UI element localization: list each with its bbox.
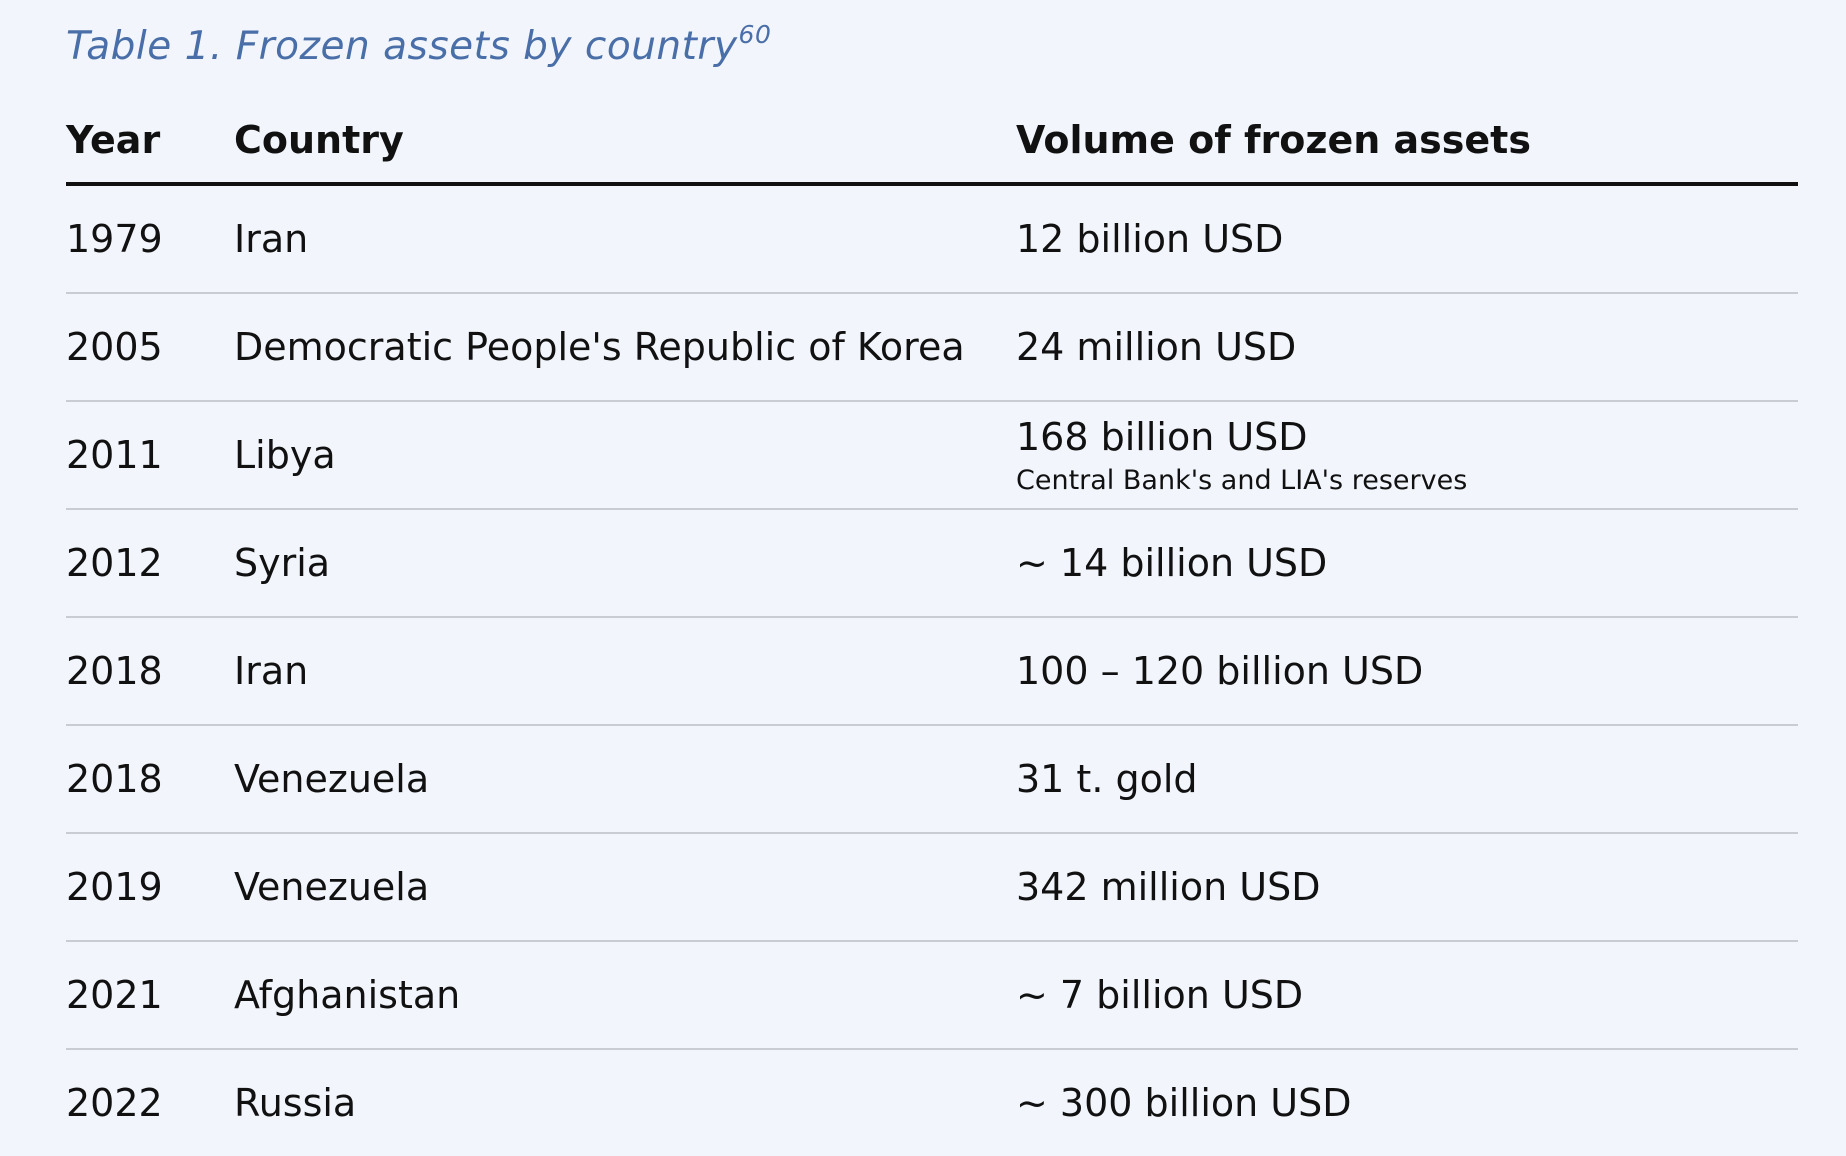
cell-year: 2021 — [66, 973, 163, 1017]
volume-value: 24 million USD — [1016, 325, 1297, 369]
cell-country: Libya — [234, 433, 336, 477]
cell-year: 2018 — [66, 757, 163, 801]
table-row: 2022 Russia ~ 300 billion USD — [66, 1050, 1798, 1156]
cell-volume: 342 million USD — [1016, 834, 1320, 940]
cell-volume: 31 t. gold — [1016, 726, 1198, 832]
table-caption: Table 1. Frozen assets by country60 — [66, 20, 772, 69]
cell-volume: 12 billion USD — [1016, 186, 1283, 292]
header-year: Year — [66, 118, 161, 162]
cell-volume: ~ 14 billion USD — [1016, 510, 1327, 616]
cell-volume: ~ 300 billion USD — [1016, 1050, 1352, 1156]
table-row: 2012 Syria ~ 14 billion USD — [66, 510, 1798, 618]
cell-year: 2018 — [66, 649, 163, 693]
volume-value: ~ 7 billion USD — [1016, 973, 1304, 1017]
cell-country: Iran — [234, 217, 309, 261]
cell-country: Venezuela — [234, 757, 430, 801]
volume-value: 342 million USD — [1016, 865, 1321, 909]
cell-volume: 100 – 120 billion USD — [1016, 618, 1423, 724]
cell-year: 2022 — [66, 1081, 163, 1125]
table-row: 2021 Afghanistan ~ 7 billion USD — [66, 942, 1798, 1050]
volume-value: ~ 300 billion USD — [1016, 1081, 1352, 1125]
table-row: 2005 Democratic People's Republic of Kor… — [66, 294, 1798, 402]
cell-volume: ~ 7 billion USD — [1016, 942, 1303, 1048]
table-row: 2018 Venezuela 31 t. gold — [66, 726, 1798, 834]
cell-country: Iran — [234, 649, 309, 693]
cell-country: Afghanistan — [234, 973, 461, 1017]
volume-value: 100 – 120 billion USD — [1016, 649, 1424, 693]
table-row: 2018 Iran 100 – 120 billion USD — [66, 618, 1798, 726]
volume-value: 12 billion USD — [1016, 217, 1284, 261]
volume-value: 31 t. gold — [1016, 757, 1198, 801]
caption-text: Table 1. Frozen assets by country — [66, 24, 738, 69]
volume-value: ~ 14 billion USD — [1016, 541, 1328, 585]
cell-volume: 24 million USD — [1016, 294, 1296, 400]
caption-footnote-ref[interactable]: 60 — [738, 20, 772, 49]
volume-note: Central Bank's and LIA's reserves — [1016, 464, 1468, 496]
table-row: 2011 Libya 168 billion USD Central Bank'… — [66, 402, 1798, 510]
cell-year: 2011 — [66, 433, 163, 477]
frozen-assets-table: Year Country Volume of frozen assets 197… — [66, 100, 1798, 1156]
cell-year: 2012 — [66, 541, 163, 585]
header-country: Country — [234, 118, 404, 162]
volume-value: 168 billion USD — [1016, 414, 1308, 459]
cell-year: 2019 — [66, 865, 163, 909]
cell-volume: 168 billion USD Central Bank's and LIA's… — [1016, 402, 1467, 508]
cell-country: Venezuela — [234, 865, 430, 909]
cell-country: Russia — [234, 1081, 357, 1125]
cell-country: Democratic People's Republic of Korea — [234, 325, 965, 369]
cell-country: Syria — [234, 541, 331, 585]
cell-year: 2005 — [66, 325, 163, 369]
cell-year: 1979 — [66, 217, 163, 261]
table-header-row: Year Country Volume of frozen assets — [66, 100, 1798, 186]
table-row: 2019 Venezuela 342 million USD — [66, 834, 1798, 942]
table-row: 1979 Iran 12 billion USD — [66, 186, 1798, 294]
header-volume: Volume of frozen assets — [1016, 118, 1531, 162]
